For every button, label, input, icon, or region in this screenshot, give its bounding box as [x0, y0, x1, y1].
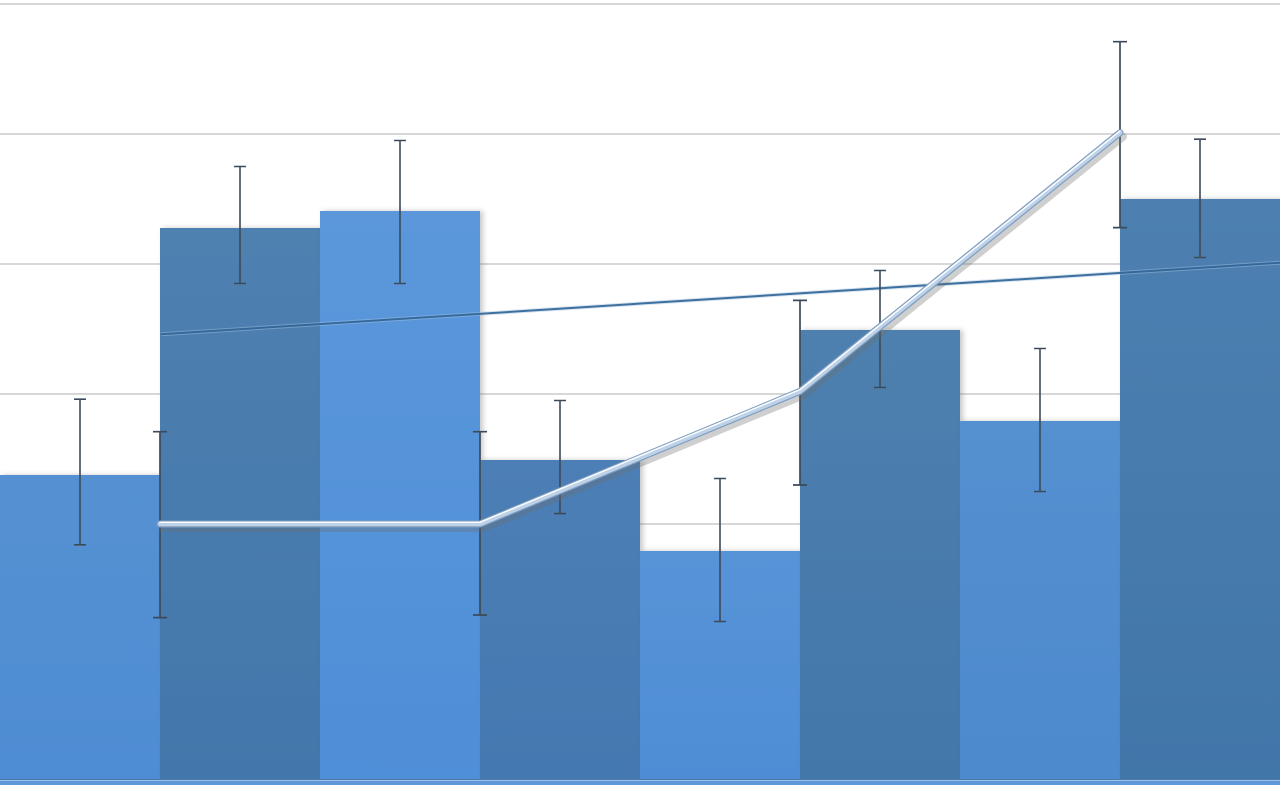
bar-dark: [160, 227, 320, 780]
gridline: [0, 3, 1280, 5]
bar-light: [320, 210, 480, 780]
gridline: [0, 133, 1280, 135]
bar-dark: [480, 460, 640, 780]
bar-dark: [1120, 199, 1280, 780]
bar-light: [640, 551, 800, 780]
bar-light: [0, 474, 160, 780]
bar-dark: [800, 330, 960, 780]
x-axis-strip: [0, 779, 1280, 785]
bar-light: [960, 421, 1120, 780]
